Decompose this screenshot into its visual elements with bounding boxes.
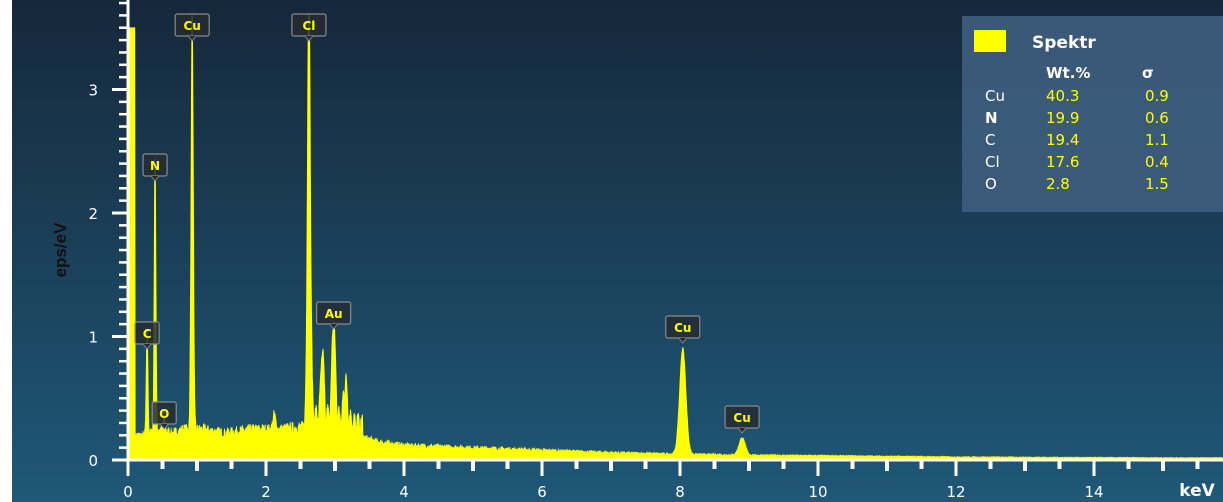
peak-label-pointer [678,337,688,344]
legend-row-wt: 19.4 [1046,131,1079,149]
peak-label-n: N [142,153,168,182]
legend-row-wt: 17.6 [1046,153,1079,171]
peak-label-c: C [134,321,160,350]
peak-label-pointer [142,343,152,350]
legend-row-sigma: 1.1 [1145,131,1169,149]
legend-row-element: Cl [985,153,1000,171]
legend-row-wt: 19.9 [1046,109,1079,127]
legend-row-element: Cu [985,87,1005,105]
x-tick-label: 0 [123,483,133,501]
x-tick-label: 2 [261,483,271,501]
legend-swatch [974,30,1006,52]
y-tick-label: 3 [88,82,98,100]
legend-row-sigma: 0.6 [1145,109,1169,127]
peak-label-pointer [150,175,160,182]
y-tick-label: 0 [88,452,98,470]
peak-label-pointer [329,323,339,330]
x-axis-title: keV [1179,481,1215,501]
peak-label-cl: Cl [291,13,327,42]
y-axis-title: eps/eV [51,222,70,277]
peak-label-text: Au [325,307,343,321]
legend-row-sigma: 0.9 [1145,87,1169,105]
legend-row-element: O [985,175,997,193]
peak-label-au: Au [316,301,352,330]
peak-label-pointer [304,35,314,42]
x-tick-label: 10 [808,483,827,501]
x-tick-label: 6 [537,483,547,501]
peak-label-text: Cl [302,19,315,33]
peak-label-pointer [737,427,747,434]
results-legend: Spektr Wt.% σ Cu 40.3 0.9 N 19.9 0.6 C 19.4 1.1 Cl 17… [962,16,1223,212]
peak-label-text: Cu [183,19,200,33]
legend-row-wt: 40.3 [1046,87,1079,105]
peak-label-pointer [187,35,197,42]
legend-row-sigma: 1.5 [1145,175,1169,193]
legend-row-wt: 2.8 [1046,175,1070,193]
peak-label-text: Cu [674,321,691,335]
peak-label-text: O [159,407,169,421]
legend-title: Spektr [1032,33,1096,53]
peak-label-cu: Cu [665,315,701,344]
x-tick-label: 14 [1084,483,1103,501]
peak-label-pointer [159,423,169,430]
peak-label-text: N [150,159,160,173]
legend-row-element: N [985,109,998,127]
x-tick-label: 12 [946,483,965,501]
peak-label-text: C [143,327,152,341]
legend-column-header: σ [1142,64,1154,82]
peak-label-cu: Cu [724,405,760,434]
y-tick-label: 1 [88,329,98,347]
legend-column-header: Wt.% [1046,64,1090,82]
peak-label-o: O [151,401,177,430]
x-tick-label: 8 [675,483,685,501]
spectrum-area [129,15,1223,461]
peak-label-cu: Cu [174,13,210,42]
legend-row-element: C [985,131,995,149]
peak-label-text: Cu [733,411,750,425]
legend-row-sigma: 0.4 [1145,153,1169,171]
x-tick-label: 4 [399,483,409,501]
y-tick-label: 2 [88,205,98,223]
